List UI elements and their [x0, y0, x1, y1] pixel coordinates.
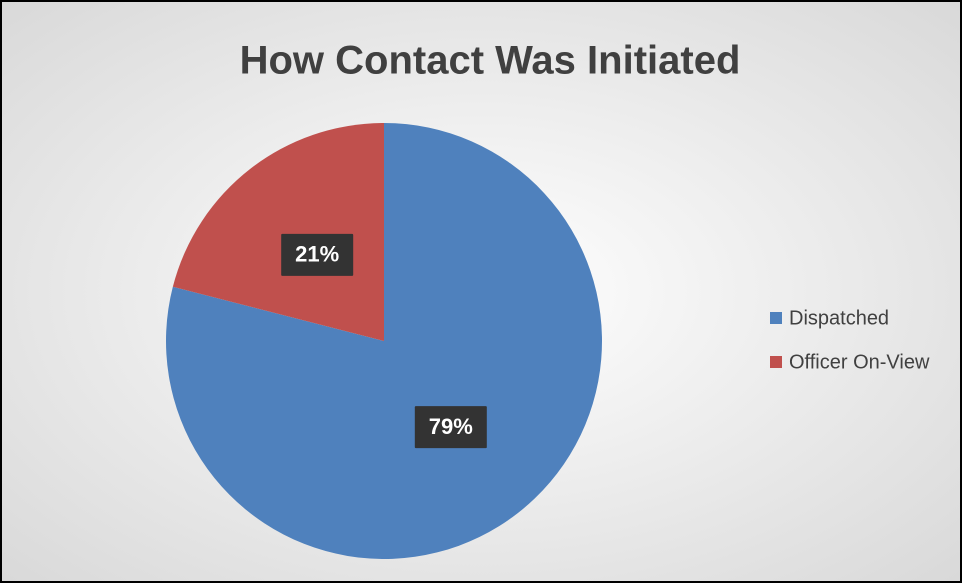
- legend-swatch: [770, 312, 782, 324]
- data-label-box: [414, 406, 487, 449]
- legend-swatch: [770, 356, 782, 368]
- data-label: 79%: [429, 414, 473, 439]
- data-label-box: [281, 233, 354, 276]
- pie-slice: [172, 123, 384, 341]
- chart-title: How Contact Was Initiated: [240, 39, 741, 83]
- data-label: 21%: [295, 242, 339, 267]
- legend-label: Dispatched: [789, 307, 889, 329]
- legend-label: Officer On-View: [789, 351, 930, 373]
